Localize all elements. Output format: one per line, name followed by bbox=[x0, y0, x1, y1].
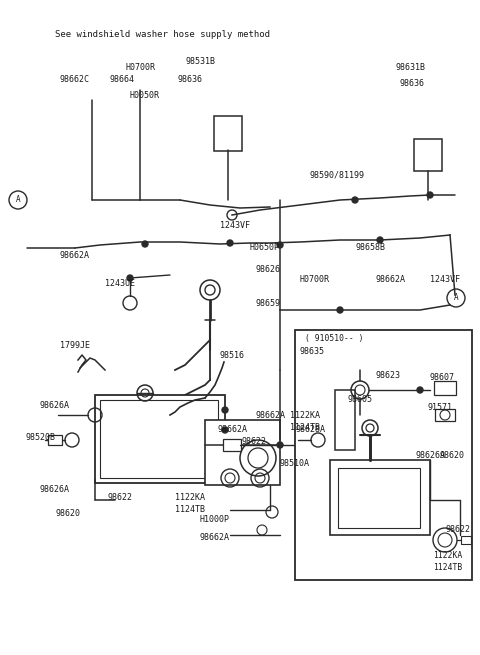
Bar bbox=[48, 435, 62, 445]
Text: 98622: 98622 bbox=[445, 525, 470, 534]
Text: 98662A: 98662A bbox=[200, 534, 230, 542]
Text: 98605: 98605 bbox=[348, 396, 373, 405]
Text: 98623: 98623 bbox=[375, 371, 400, 379]
Text: 98622: 98622 bbox=[108, 493, 133, 502]
Text: 1799JE: 1799JE bbox=[60, 341, 90, 350]
Circle shape bbox=[222, 407, 228, 413]
Circle shape bbox=[337, 307, 343, 313]
Text: 1243VF: 1243VF bbox=[430, 276, 460, 284]
Text: 98607: 98607 bbox=[430, 373, 455, 383]
Text: 98510A: 98510A bbox=[280, 458, 310, 468]
Text: 98622: 98622 bbox=[242, 438, 267, 447]
Circle shape bbox=[142, 241, 148, 247]
Text: 98636: 98636 bbox=[400, 79, 425, 88]
Text: H0700R: H0700R bbox=[125, 64, 155, 73]
Text: 98662C: 98662C bbox=[60, 75, 90, 84]
Bar bbox=[461, 536, 471, 544]
Text: 98662A: 98662A bbox=[218, 426, 248, 434]
Bar bbox=[214, 115, 242, 151]
Text: H0650P: H0650P bbox=[250, 244, 280, 252]
Bar bbox=[295, 330, 472, 580]
Bar bbox=[223, 439, 241, 451]
Circle shape bbox=[222, 427, 228, 433]
Text: 98631B: 98631B bbox=[395, 64, 425, 73]
Circle shape bbox=[352, 197, 358, 203]
Text: 98664: 98664 bbox=[110, 75, 135, 84]
Bar bbox=[434, 381, 456, 395]
Bar bbox=[205, 420, 280, 485]
Text: 98662A: 98662A bbox=[255, 411, 285, 419]
Text: 98626A: 98626A bbox=[40, 485, 70, 495]
Text: 1243VF: 1243VF bbox=[220, 221, 250, 229]
Text: 1124TB: 1124TB bbox=[175, 506, 205, 514]
Text: 98531B: 98531B bbox=[185, 58, 215, 67]
Circle shape bbox=[227, 240, 233, 246]
Bar bbox=[95, 395, 225, 483]
Text: 98626A: 98626A bbox=[40, 400, 70, 409]
Text: 91571: 91571 bbox=[428, 403, 453, 413]
Text: 98516: 98516 bbox=[220, 350, 245, 360]
Text: 98628A: 98628A bbox=[296, 426, 326, 434]
Bar bbox=[414, 139, 442, 171]
Text: 1122KA: 1122KA bbox=[433, 550, 462, 559]
Text: 98659: 98659 bbox=[255, 299, 280, 307]
Bar bbox=[435, 409, 455, 421]
Circle shape bbox=[417, 387, 423, 393]
Bar bbox=[330, 460, 430, 535]
Text: See windshield washer hose supply method: See windshield washer hose supply method bbox=[55, 30, 270, 39]
Text: 98635: 98635 bbox=[300, 348, 325, 356]
Text: 98626A: 98626A bbox=[415, 451, 445, 460]
Text: 1124TB: 1124TB bbox=[290, 424, 320, 432]
Circle shape bbox=[277, 242, 283, 248]
Text: 1124TB: 1124TB bbox=[433, 563, 462, 572]
Text: H0050R: H0050R bbox=[130, 90, 160, 100]
Text: ( 910510-- ): ( 910510-- ) bbox=[305, 333, 363, 343]
Text: 1122KA: 1122KA bbox=[175, 493, 205, 502]
Text: A: A bbox=[16, 195, 20, 204]
Text: 98636: 98636 bbox=[178, 75, 203, 84]
Circle shape bbox=[277, 442, 283, 448]
Text: 98590/81199: 98590/81199 bbox=[310, 170, 365, 179]
Text: 1122KA: 1122KA bbox=[290, 411, 320, 419]
Text: 98520B: 98520B bbox=[25, 434, 55, 443]
Text: 98620: 98620 bbox=[55, 508, 80, 517]
Circle shape bbox=[427, 192, 433, 198]
Text: 98662A: 98662A bbox=[375, 276, 405, 284]
Text: 98626: 98626 bbox=[255, 265, 280, 274]
Text: H1000P: H1000P bbox=[200, 515, 230, 525]
Bar bbox=[338, 468, 420, 528]
Text: 98620: 98620 bbox=[440, 451, 465, 460]
Text: 98662A: 98662A bbox=[60, 250, 90, 259]
Text: 1243UE: 1243UE bbox=[105, 278, 135, 288]
Text: H0700R: H0700R bbox=[300, 276, 330, 284]
Text: A: A bbox=[454, 293, 458, 303]
Bar bbox=[335, 390, 355, 450]
Bar bbox=[100, 400, 218, 478]
Circle shape bbox=[127, 275, 133, 281]
Text: 98658B: 98658B bbox=[355, 244, 385, 252]
Circle shape bbox=[377, 237, 383, 243]
